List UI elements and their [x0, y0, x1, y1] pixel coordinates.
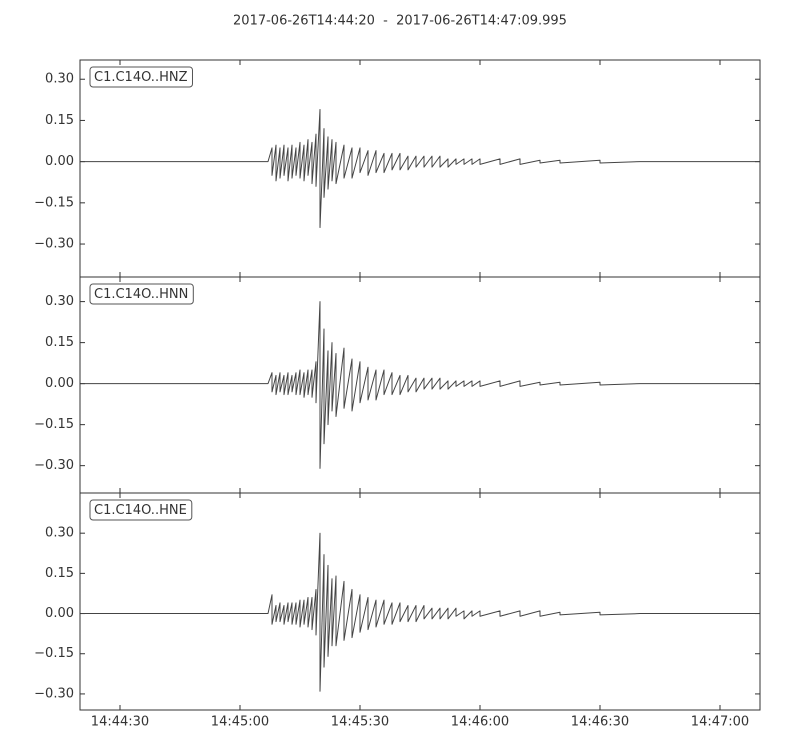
- y-tick-label: −0.15: [34, 646, 74, 661]
- x-tick-label: 14:46:00: [451, 715, 509, 730]
- x-tick-label: 14:46:30: [571, 715, 629, 730]
- y-tick-label: 0.30: [45, 294, 74, 309]
- y-tick-label: −0.30: [34, 458, 74, 473]
- x-tick-label: 14:47:00: [691, 715, 749, 730]
- label-box: [89, 66, 193, 88]
- waveform: [80, 301, 760, 469]
- x-tick-label: 14:45:30: [331, 715, 389, 730]
- x-tick-label: 14:45:00: [211, 715, 269, 730]
- x-tick-label: 14:44:30: [91, 715, 149, 730]
- y-tick-label: 0.15: [45, 113, 74, 128]
- trace-label: C1.C14O..HNE: [94, 503, 187, 518]
- y-tick-label: −0.15: [34, 417, 74, 432]
- y-tick-label: −0.30: [34, 237, 74, 252]
- y-tick-label: 0.15: [45, 335, 74, 350]
- y-tick-label: 0.15: [45, 566, 74, 581]
- panel-frame: [79, 492, 761, 711]
- y-tick-label: 0.30: [45, 526, 74, 541]
- label-box: [89, 283, 194, 305]
- y-tick-label: 0.00: [45, 606, 74, 621]
- waveform: [80, 532, 760, 692]
- y-tick-label: −0.30: [34, 686, 74, 701]
- y-tick-label: −0.15: [34, 195, 74, 210]
- label-box: [89, 499, 193, 521]
- y-tick-label: 0.00: [45, 376, 74, 391]
- y-tick-label: 0.30: [45, 72, 74, 87]
- trace-label: C1.C14O..HNN: [94, 287, 188, 302]
- trace-label: C1.C14O..HNZ: [94, 70, 188, 85]
- waveform: [80, 108, 760, 229]
- y-tick-label: 0.00: [45, 154, 74, 169]
- chart-title: 2017-06-26T14:44:20 - 2017-06-26T14:47:0…: [233, 14, 567, 29]
